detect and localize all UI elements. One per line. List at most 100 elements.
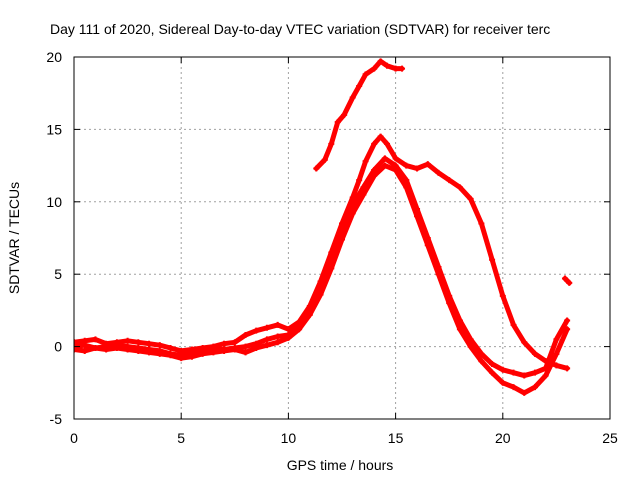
data-point bbox=[81, 347, 88, 354]
data-point bbox=[74, 339, 77, 346]
data-point bbox=[564, 317, 571, 324]
data-point bbox=[531, 369, 538, 376]
data-point bbox=[446, 300, 453, 307]
data-point bbox=[424, 242, 431, 249]
data-point bbox=[328, 140, 335, 147]
data-point bbox=[414, 165, 421, 172]
series-track-d bbox=[313, 58, 406, 172]
data-point bbox=[510, 384, 517, 391]
data-point bbox=[377, 58, 384, 65]
data-point bbox=[531, 350, 538, 357]
data-point bbox=[188, 353, 195, 360]
data-point bbox=[231, 339, 238, 346]
series-track-c bbox=[74, 162, 571, 396]
data-point bbox=[478, 350, 485, 357]
data-point bbox=[392, 65, 399, 72]
data-point bbox=[296, 326, 303, 333]
y-tick-label: 20 bbox=[46, 49, 62, 65]
data-point bbox=[113, 345, 120, 352]
data-point bbox=[356, 82, 363, 89]
data-point bbox=[456, 326, 463, 333]
data-point bbox=[381, 162, 388, 169]
data-point bbox=[456, 184, 463, 191]
data-point bbox=[92, 336, 99, 343]
series-track-e bbox=[561, 275, 573, 286]
data-point bbox=[521, 389, 528, 396]
data-point bbox=[242, 349, 249, 356]
data-point bbox=[360, 191, 367, 198]
data-point bbox=[362, 71, 369, 78]
data-point bbox=[362, 158, 369, 165]
series-line bbox=[313, 58, 405, 171]
data-point bbox=[521, 372, 528, 379]
data-point bbox=[146, 340, 153, 347]
data-point bbox=[392, 166, 399, 173]
data-point bbox=[221, 347, 228, 354]
data-point bbox=[499, 366, 506, 373]
data-point bbox=[253, 327, 260, 334]
data-point bbox=[478, 358, 485, 365]
data-point bbox=[489, 360, 496, 367]
data-point bbox=[313, 165, 320, 172]
data-point bbox=[124, 337, 131, 344]
chart-title: Day 111 of 2020, Sidereal Day-to-day VTE… bbox=[50, 21, 550, 37]
data-point bbox=[263, 342, 270, 349]
data-point bbox=[414, 213, 421, 220]
data-point bbox=[521, 339, 528, 346]
data-point bbox=[242, 343, 249, 350]
data-point bbox=[566, 279, 573, 286]
data-point bbox=[92, 345, 99, 352]
y-tick-label: 10 bbox=[46, 194, 62, 210]
data-point bbox=[446, 177, 453, 184]
data-point bbox=[467, 195, 474, 202]
data-point bbox=[263, 324, 270, 331]
data-point bbox=[561, 275, 568, 282]
data-point bbox=[349, 210, 356, 217]
data-point bbox=[274, 339, 281, 346]
data-point bbox=[392, 155, 399, 162]
data-point bbox=[403, 184, 410, 191]
data-point bbox=[231, 346, 238, 353]
x-tick-label: 20 bbox=[495, 430, 511, 446]
data-point bbox=[167, 345, 174, 352]
y-tick-label: 0 bbox=[54, 339, 62, 355]
data-point bbox=[317, 291, 324, 298]
data-point bbox=[384, 62, 391, 69]
data-point bbox=[489, 256, 496, 263]
data-point bbox=[435, 169, 442, 176]
data-point bbox=[403, 162, 410, 169]
data-point bbox=[135, 347, 142, 354]
data-point bbox=[334, 119, 341, 126]
data-point bbox=[435, 271, 442, 278]
data-point bbox=[321, 156, 328, 163]
data-point bbox=[371, 172, 378, 179]
y-tick-label: 15 bbox=[46, 121, 62, 137]
data-point bbox=[564, 365, 571, 372]
data-point bbox=[371, 140, 378, 147]
data-point bbox=[371, 166, 378, 173]
data-point bbox=[499, 379, 506, 386]
data-point bbox=[124, 346, 131, 353]
data-point bbox=[156, 342, 163, 349]
y-tick-label: 5 bbox=[54, 266, 62, 282]
data-point bbox=[242, 332, 249, 339]
data-point bbox=[399, 65, 406, 72]
data-point bbox=[341, 111, 348, 118]
data-point bbox=[371, 65, 378, 72]
data-point bbox=[510, 369, 517, 376]
data-point bbox=[349, 94, 356, 101]
data-point bbox=[103, 346, 110, 353]
data-point bbox=[377, 133, 384, 140]
data-point bbox=[489, 369, 496, 376]
data-point bbox=[178, 355, 185, 362]
data-point bbox=[81, 342, 88, 349]
x-tick-label: 0 bbox=[70, 430, 78, 446]
series-line bbox=[74, 134, 570, 371]
x-tick-label: 25 bbox=[602, 430, 618, 446]
x-axis-label: GPS time / hours bbox=[287, 457, 394, 473]
data-layer bbox=[74, 58, 573, 396]
data-point bbox=[306, 311, 313, 318]
series-track-a bbox=[74, 133, 571, 372]
data-point bbox=[339, 236, 345, 243]
